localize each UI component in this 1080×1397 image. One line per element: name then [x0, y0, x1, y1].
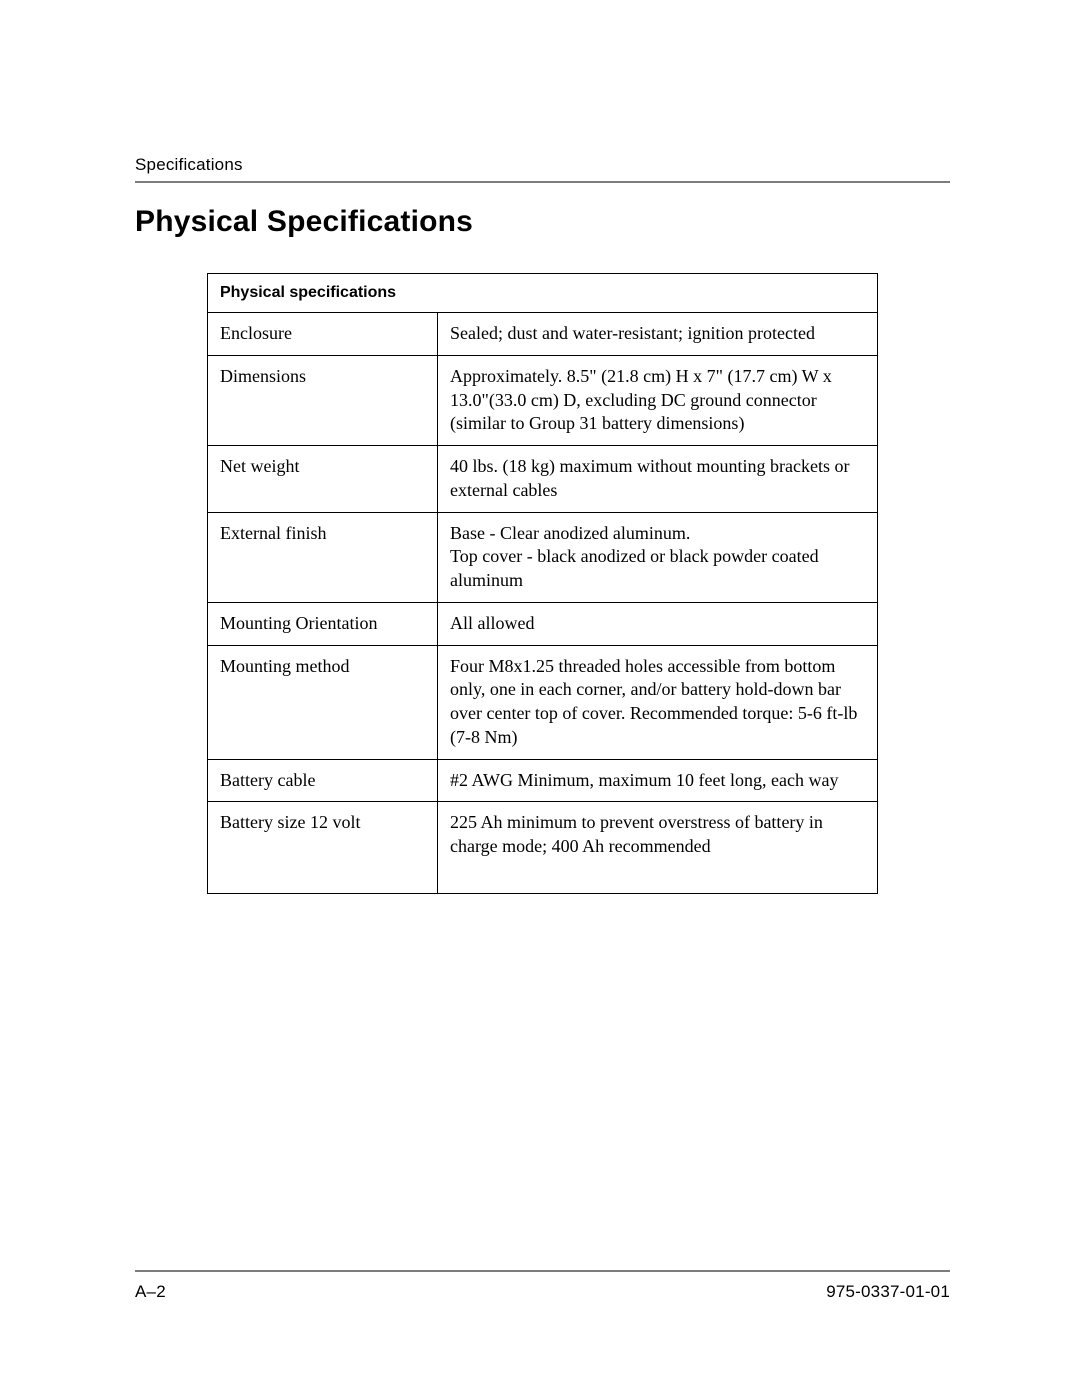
- spec-value: Approximately. 8.5" (21.8 cm) H x 7" (17…: [437, 355, 877, 445]
- spec-value: Sealed; dust and water-resistant; igniti…: [437, 313, 877, 356]
- footer-doc-number: 975-0337-01-01: [826, 1282, 950, 1302]
- spec-table-body: Enclosure Sealed; dust and water-resista…: [207, 313, 877, 894]
- running-head: Specifications: [135, 155, 950, 175]
- section-title: Physical Specifications: [135, 205, 950, 239]
- spec-value: Base - Clear anodized aluminum.Top cover…: [437, 512, 877, 602]
- page-footer: A–2 975-0337-01-01: [135, 1270, 950, 1302]
- spec-label: Mounting Orientation: [207, 602, 437, 645]
- spec-label: Enclosure: [207, 313, 437, 356]
- spec-value: Four M8x1.25 threaded holes accessible f…: [437, 645, 877, 759]
- table-row: External finish Base - Clear anodized al…: [207, 512, 877, 602]
- spec-value: #2 AWG Minimum, maximum 10 feet long, ea…: [437, 759, 877, 802]
- table-row: Enclosure Sealed; dust and water-resista…: [207, 313, 877, 356]
- footer-rule: [135, 1270, 950, 1272]
- table-row: Battery size 12 volt 225 Ah minimum to p…: [207, 802, 877, 894]
- table-row: Mounting Orientation All allowed: [207, 602, 877, 645]
- table-row: Battery cable #2 AWG Minimum, maximum 10…: [207, 759, 877, 802]
- page: Specifications Physical Specifications P…: [0, 0, 1080, 1397]
- spec-label: Battery size 12 volt: [207, 802, 437, 894]
- spec-label: Net weight: [207, 446, 437, 513]
- spec-label: External finish: [207, 512, 437, 602]
- spec-label: Mounting method: [207, 645, 437, 759]
- spec-value: All allowed: [437, 602, 877, 645]
- table-row: Dimensions Approximately. 8.5" (21.8 cm)…: [207, 355, 877, 445]
- spec-label: Battery cable: [207, 759, 437, 802]
- table-row: Net weight 40 lbs. (18 kg) maximum witho…: [207, 446, 877, 513]
- spec-table-caption: Physical specifications: [207, 274, 877, 313]
- table-row: Mounting method Four M8x1.25 threaded ho…: [207, 645, 877, 759]
- spec-value: 225 Ah minimum to prevent overstress of …: [437, 802, 877, 894]
- footer-page-number: A–2: [135, 1282, 166, 1302]
- spec-value: 40 lbs. (18 kg) maximum without mounting…: [437, 446, 877, 513]
- spec-table-container: Physical specifications Enclosure Sealed…: [135, 273, 950, 894]
- spec-table: Physical specifications Enclosure Sealed…: [207, 273, 878, 894]
- spec-label: Dimensions: [207, 355, 437, 445]
- header-rule: [135, 181, 950, 183]
